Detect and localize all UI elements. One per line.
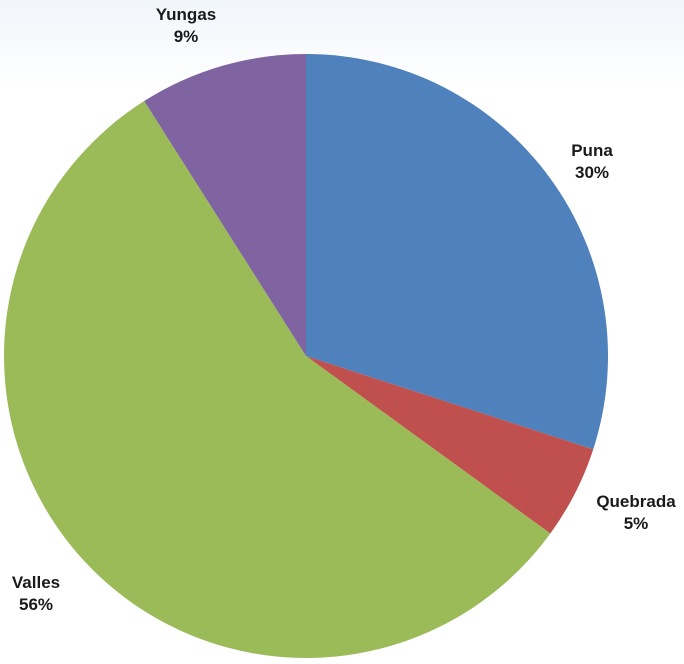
- slice-label-yungas: Yungas 9%: [156, 5, 216, 46]
- slice-percent-label: 9%: [174, 27, 199, 46]
- slice-category-label: Valles: [12, 573, 60, 592]
- slice-category-label: Yungas: [156, 5, 216, 24]
- slice-percent-label: 56%: [19, 595, 53, 614]
- pie-slice-puna: [306, 54, 608, 450]
- slice-label-quebrada: Quebrada 5%: [596, 492, 676, 533]
- slice-category-label: Quebrada: [596, 492, 676, 511]
- slice-label-puna: Puna 30%: [571, 141, 613, 182]
- pie-labels: Puna 30% Quebrada 5% Valles 56% Yungas 9%: [12, 5, 676, 614]
- slice-label-valles: Valles 56%: [12, 573, 60, 614]
- slice-percent-label: 30%: [575, 163, 609, 182]
- pie-slice-yungas: [144, 54, 306, 356]
- pie-slice-quebrada: [306, 356, 594, 534]
- slice-percent-label: 5%: [624, 514, 649, 533]
- slice-category-label: Puna: [571, 141, 613, 160]
- pie-slices: [3, 54, 608, 659]
- pie-slice-valles: [3, 101, 551, 659]
